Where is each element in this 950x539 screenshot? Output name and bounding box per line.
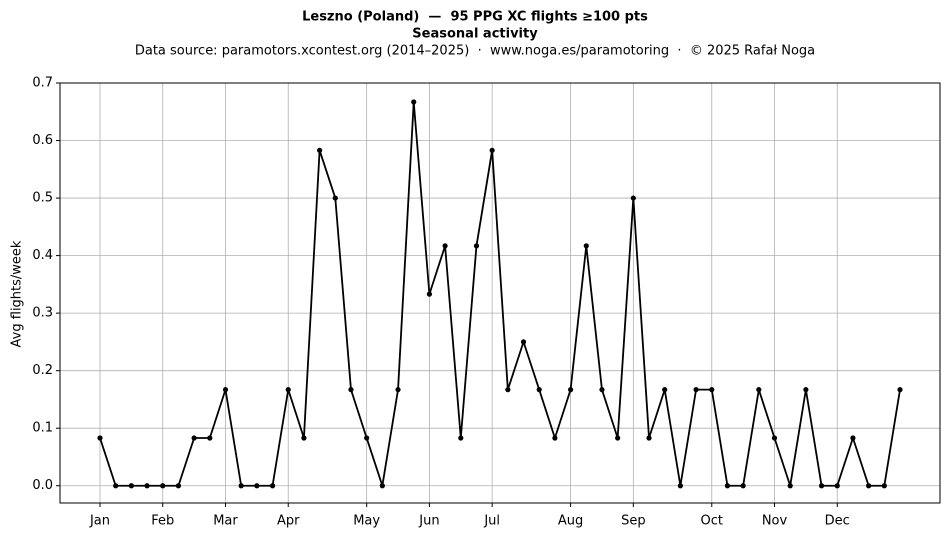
point: [175, 483, 182, 489]
point: [458, 435, 464, 441]
point: [426, 291, 433, 297]
point: [787, 483, 793, 489]
point: [442, 243, 448, 249]
point: [567, 387, 574, 393]
x-tick-label: Jun: [418, 514, 439, 529]
chart-subtitle: Seasonal activity: [412, 27, 538, 42]
point: [379, 483, 385, 489]
point: [756, 387, 762, 393]
point: [630, 195, 636, 201]
plot-frame: [59, 82, 941, 504]
point: [583, 243, 589, 249]
point: [332, 195, 338, 201]
point: [662, 387, 668, 393]
point: [348, 387, 354, 393]
point: [771, 435, 778, 441]
point: [709, 387, 715, 393]
point: [866, 483, 872, 489]
y-tick-label: 0.2: [32, 363, 53, 378]
point: [238, 483, 244, 489]
chart-title: Leszno (Poland) — 95 PPG XC flights ≥100…: [302, 10, 648, 25]
y-tick-label: 0.4: [32, 248, 53, 263]
point: [615, 435, 621, 441]
point: [269, 483, 276, 489]
y-tick-label: 0.5: [32, 191, 53, 206]
point: [411, 99, 417, 105]
x-tick-label: Oct: [701, 514, 723, 529]
point: [552, 435, 558, 441]
y-tick-label: 0.7: [32, 76, 53, 91]
x-tick-label: May: [353, 514, 380, 529]
x-tick-label: Dec: [825, 514, 850, 529]
point: [473, 243, 480, 249]
point: [536, 387, 542, 393]
point: [207, 435, 213, 441]
point: [599, 387, 605, 393]
point: [505, 387, 511, 393]
point: [897, 387, 903, 393]
point: [818, 483, 825, 489]
point: [724, 483, 731, 489]
y-tick-label: 0.6: [32, 133, 53, 148]
point: [693, 387, 699, 393]
x-tick-label: Feb: [151, 514, 174, 529]
y-tick-label: 0.3: [32, 306, 53, 321]
point: [191, 435, 197, 441]
point: [317, 147, 323, 153]
point: [395, 387, 401, 393]
point: [128, 483, 134, 489]
point: [113, 483, 119, 489]
point: [677, 483, 683, 489]
point: [301, 435, 307, 441]
point: [144, 483, 150, 489]
point: [803, 387, 809, 393]
x-tick-label: Nov: [762, 514, 788, 529]
x-tick-label: Sep: [621, 514, 646, 529]
point: [160, 483, 166, 489]
x-tick-label: Aug: [558, 514, 583, 529]
point: [254, 483, 260, 489]
point: [881, 483, 887, 489]
point: [646, 435, 652, 441]
point: [850, 435, 856, 441]
y-axis-label: Avg flights/week: [10, 240, 25, 347]
point: [285, 387, 291, 393]
point: [834, 483, 840, 489]
y-tick-label: 0.1: [32, 421, 53, 436]
point: [489, 147, 495, 153]
y-tick-label: 0.0: [32, 478, 53, 493]
point: [740, 483, 746, 489]
x-tick-label: Mar: [213, 514, 238, 529]
x-tick-label: Apr: [277, 514, 300, 529]
line: [99, 101, 901, 487]
point: [222, 387, 229, 393]
point: [364, 435, 370, 441]
point: [97, 435, 103, 441]
chart-source: Data source: paramotors.xcontest.org (20…: [135, 44, 815, 59]
point: [520, 339, 527, 345]
x-tick-label: Jan: [89, 514, 110, 529]
x-tick-label: Jul: [483, 514, 500, 529]
